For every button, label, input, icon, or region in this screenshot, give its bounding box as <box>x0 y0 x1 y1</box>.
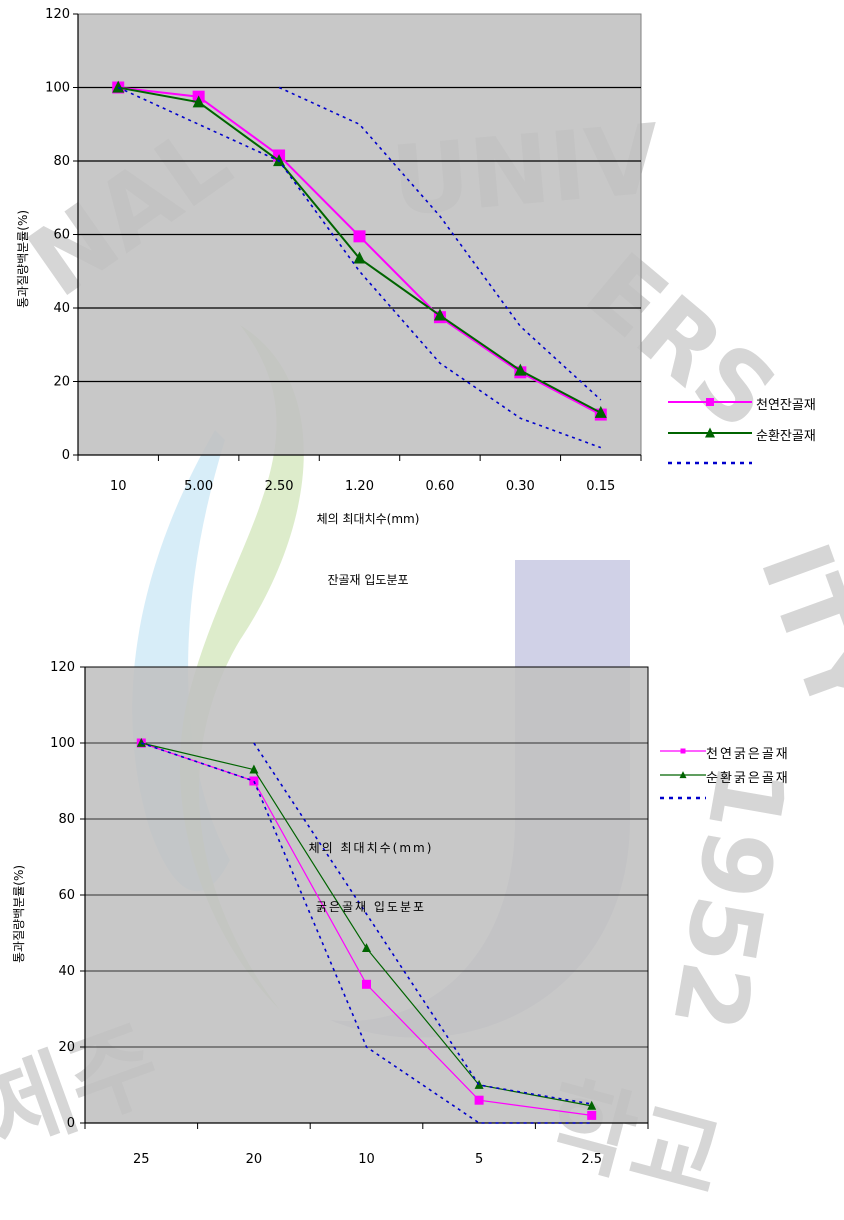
fine-y-tick-label: 120 <box>45 7 70 22</box>
fine-aggregate-plot: 0 20 40 60 80 100 120 10 5.00 2.50 1.20 0.60 0.30 0.1… <box>45 7 752 494</box>
coarse-series-1-point <box>362 943 371 953</box>
coarse-series-0-point <box>474 1095 484 1105</box>
coarse-aggregate-x-title: 체의 최대치수(mm) <box>308 841 434 855</box>
fine-aggregate-x-title: 체의 최대치수(mm) <box>316 512 420 526</box>
fine-series-3-limit-line <box>117 86 602 449</box>
coarse-y-tick-label: 20 <box>58 1040 75 1055</box>
coarse-y-tick-label: 0 <box>67 1116 75 1131</box>
coarse-y-tick-label: 60 <box>58 888 75 903</box>
coarse-x-tick-label: 2.5 <box>581 1152 602 1167</box>
fine-series-1-point <box>514 363 527 376</box>
coarse-y-tick-label: 120 <box>50 660 75 675</box>
fine-aggregate-caption: 잔골재 입도분포 <box>327 573 409 587</box>
fine-x-tick-label: 10 <box>110 479 127 494</box>
coarse-series-1-point <box>249 764 259 774</box>
fine-x-tick-label: 2.50 <box>265 479 294 494</box>
fine-x-tick-label: 1.20 <box>345 479 374 494</box>
fine-aggregate-chart: 0 20 40 60 80 100 120 10 5.00 2.50 1.20 0.60 0.30 0.1… <box>0 0 844 600</box>
fine-x-tick-label: 0.15 <box>586 479 615 494</box>
legend-label-natural-fine: 천연잔골재 <box>756 398 816 413</box>
fine-series-2-limit-line <box>278 86 602 401</box>
coarse-x-tick-label: 20 <box>246 1152 263 1167</box>
legend-label-natural-coarse: 천연굵은골재 <box>706 747 790 762</box>
fine-series-1-point <box>353 251 366 264</box>
coarse-series-1-point <box>587 1100 597 1110</box>
coarse-x-tick-label: 5 <box>475 1152 483 1167</box>
fine-series-1-point <box>433 308 446 321</box>
coarse-series-0-point <box>362 979 371 989</box>
coarse-series-0-point <box>249 776 259 786</box>
coarse-aggregate-chart: 0 20 40 60 80 100 120 25 20 10 5 2.5 통과질량백분률(%) 체의 … <box>0 645 844 1220</box>
fine-y-tick-label: 80 <box>53 154 70 169</box>
coarse-aggregate-plot: 0 20 40 60 80 100 120 25 20 10 5 2.5 <box>50 660 706 1167</box>
fine-y-tick-label: 100 <box>45 81 70 96</box>
coarse-series-3-limit-line <box>141 742 592 1124</box>
coarse-y-tick-label: 40 <box>58 964 75 979</box>
fine-series-1-point <box>594 405 607 418</box>
fine-x-tick-label: 0.60 <box>425 479 454 494</box>
fine-series-0-point <box>353 230 366 243</box>
fine-y-tick-label: 40 <box>53 301 70 316</box>
coarse-x-tick-label: 25 <box>133 1152 150 1167</box>
coarse-aggregate-y-title: 통과질량백분률(%) <box>12 864 26 963</box>
legend-label-recycled-fine: 순환잔골재 <box>756 429 816 444</box>
fine-y-tick-label: 0 <box>62 448 70 463</box>
coarse-y-tick-label: 100 <box>50 736 75 751</box>
legend-label-recycled-coarse: 순환굵은골재 <box>706 771 790 786</box>
fine-x-tick-label: 0.30 <box>506 479 535 494</box>
coarse-y-tick-label: 80 <box>58 812 75 827</box>
coarse-legend-marker-1 <box>679 771 687 779</box>
coarse-aggregate-caption: 굵은골재 입도분포 <box>315 900 427 914</box>
coarse-x-tick-label: 10 <box>358 1152 375 1167</box>
coarse-series-0-point <box>587 1110 597 1120</box>
fine-series-1-point <box>112 80 125 93</box>
fine-y-tick-label: 60 <box>53 228 70 243</box>
fine-legend-marker-0 <box>706 398 714 406</box>
fine-x-tick-label: 5.00 <box>184 479 213 494</box>
coarse-legend-marker-0 <box>680 748 686 754</box>
fine-y-tick-label: 20 <box>53 375 70 390</box>
fine-series-1-point <box>192 95 205 108</box>
fine-legend-marker-1 <box>705 427 715 438</box>
fine-aggregate-y-title: 통과질량백분률(%) <box>16 209 30 308</box>
